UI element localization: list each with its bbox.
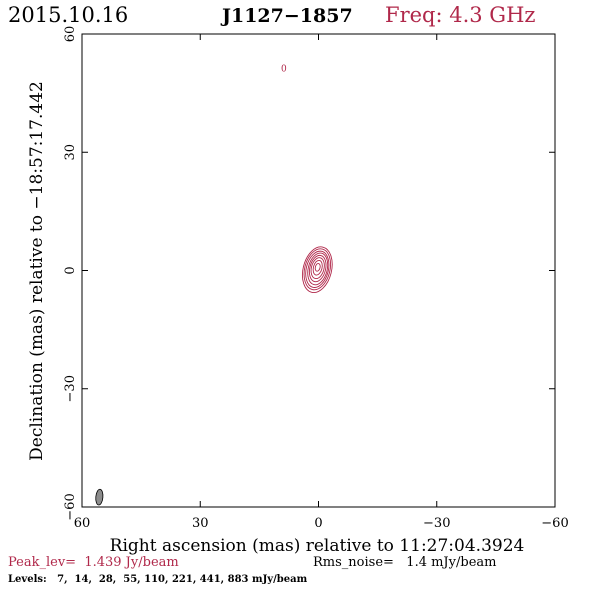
contour-level-221 <box>310 257 325 280</box>
x-tick-label: −60 <box>541 516 568 531</box>
contour-level-110 <box>308 254 327 283</box>
contour-level-7 <box>301 246 333 293</box>
y-tick-label: 60 <box>63 26 78 43</box>
contour-levels: Levels: 7, 14, 28, 55, 110, 221, 441, 88… <box>8 574 308 585</box>
contour-level-441 <box>312 259 323 276</box>
header-date: 2015.10.16 <box>8 3 128 27</box>
y-tick-label: 30 <box>63 144 78 161</box>
contour-set <box>301 246 333 293</box>
x-axis-label: Right ascension (mas) relative to 11:27:… <box>110 536 525 556</box>
header-source: J1127−1857 <box>220 5 353 27</box>
x-tick-label: 0 <box>314 516 322 531</box>
y-tick-label: 0 <box>63 266 78 274</box>
x-tick-label: 60 <box>74 516 91 531</box>
restoring-beam <box>95 488 104 506</box>
contour-level-28 <box>305 250 330 288</box>
contour-level-55 <box>307 252 329 286</box>
y-tick-label: −30 <box>63 375 78 402</box>
annotation-label: 0 <box>281 64 287 74</box>
contour-level-14 <box>303 248 332 291</box>
rms-noise: Rms_noise= 1.4 mJy/beam <box>313 555 496 570</box>
x-tick-label: −30 <box>423 516 450 531</box>
x-tick-label: 30 <box>192 516 209 531</box>
axis-ticks <box>81 33 556 508</box>
y-tick-label: −60 <box>63 493 78 520</box>
beam-ellipse <box>95 488 104 506</box>
contour-level-883 <box>314 263 321 272</box>
y-axis-label: Declination (mas) relative to −18:57:17.… <box>27 81 47 461</box>
header-frequency: Freq: 4.3 GHz <box>385 3 535 27</box>
peak-level: Peak_lev= 1.439 Jy/beam <box>8 555 179 570</box>
